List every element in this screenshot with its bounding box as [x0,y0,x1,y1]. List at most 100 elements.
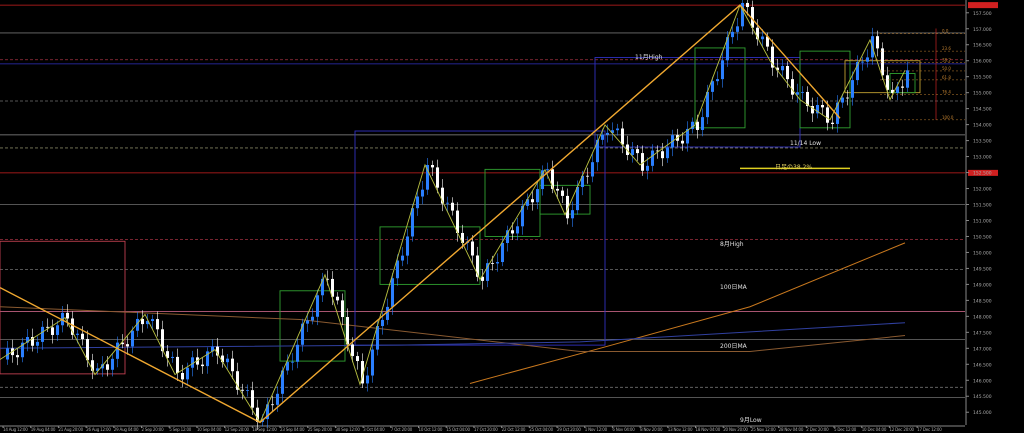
candle-body [486,263,489,281]
candle-body [161,329,164,352]
candle-body [481,276,484,281]
candle-body [271,404,274,406]
candle-body [226,358,229,363]
candle-body [421,189,424,197]
fibo-level-label: 76.4 [942,89,951,94]
x-tick-label: 12 Dec 20:00 [889,427,914,432]
candle-body [236,371,239,390]
candle-body [586,175,589,177]
x-tick-label: 7 Oct 20:00 [391,427,413,432]
price-tag [968,169,998,176]
candle-body [726,37,729,61]
candle-body [446,202,449,204]
candle-body [471,241,474,256]
candle-body [661,151,664,159]
candle-body [791,79,794,95]
candle-body [86,339,89,361]
candle-body [431,164,434,168]
x-tick-label: 13 Nov 12:00 [668,427,693,432]
candle-body [666,147,669,159]
candle-body [411,208,414,237]
candle-body [336,296,339,301]
candle-body [171,356,174,358]
candle-body [251,390,254,408]
range-box [0,240,126,375]
x-tick-label: 5 Sep 12:00 [169,427,192,432]
candle-body [476,255,479,277]
candle-body [246,390,249,391]
candle-body [186,367,189,380]
candle-body [841,97,844,103]
candle-body [901,86,904,88]
candle-body [796,92,799,95]
candle-body [831,122,834,124]
y-tick-label: 155.000 [973,91,992,97]
candle-body [511,230,514,234]
candle-body [801,91,804,93]
moving-average-line [0,306,906,353]
candle-body [66,312,69,319]
candle-body [681,140,684,144]
candle-body [616,128,619,131]
candle-body [461,232,464,243]
fibo-level-label: 50.0 [942,66,951,71]
candle-body [516,226,519,234]
candle-body [321,278,324,296]
x-tick-label: 22 Oct 12:00 [502,427,526,432]
x-tick-label: 26 Aug 12:00 [86,427,111,432]
candle-body [6,348,9,360]
candle-body [131,330,134,347]
candle-body [541,170,544,190]
fibo-level-label: 61.8 [942,75,951,80]
candle-body [166,351,169,358]
y-tick-label: 149.500 [973,266,992,272]
x-tick-label: 28 Nov 04:00 [779,427,804,432]
candle-body [646,165,649,171]
x-tick-label: 25 Sep 20:00 [308,427,333,432]
price-tag [968,2,998,9]
candle-body [341,300,344,318]
y-tick-label: 145.500 [973,394,992,400]
candle-body [781,65,784,71]
candle-body [301,323,304,345]
candle-body [766,36,769,47]
candle-body [346,317,349,345]
annotation-label: 8月High [720,240,744,248]
x-tick-label: 1 Nov 12:00 [585,427,608,432]
y-tick-label: 156.500 [973,43,992,49]
candle-body [561,190,564,196]
candle-body [806,91,809,107]
annotation-label: 9月Low [740,417,762,425]
x-tick-label: 30 Sep 12:00 [335,427,360,432]
x-tick-label: 23 Sep 04:00 [280,427,305,432]
candle-body [746,2,749,8]
annotation-label: 11/14 Low [790,139,822,147]
candle-body [396,260,399,279]
fibo-level-label: 38.2 [942,57,951,62]
x-tick-label: 17 Dec 12:00 [917,427,942,432]
candle-body [116,342,119,359]
candle-body [451,202,454,211]
candle-body [721,60,724,80]
candle-body [761,36,764,40]
candle-body [601,134,604,140]
candle-body [46,326,49,328]
candle-body [696,121,699,130]
candle-body [506,230,509,244]
x-tick-label: 20 Nov 20:00 [723,427,748,432]
y-tick-label: 153.500 [973,139,992,145]
candle-body [16,355,19,358]
range-box [379,226,481,285]
y-tick-label: 154.000 [973,123,992,129]
candle-body [141,318,144,325]
y-tick-label: 157.000 [973,27,992,33]
x-tick-label: 29 Aug 04:00 [114,427,139,432]
moving-average-line [0,322,906,349]
x-tick-label: 21 Aug 20:00 [58,427,83,432]
candle-body [136,318,139,331]
y-tick-label: 148.000 [973,314,992,320]
candle-body [771,46,774,68]
x-tick-label: 6 Nov 04:00 [612,427,635,432]
